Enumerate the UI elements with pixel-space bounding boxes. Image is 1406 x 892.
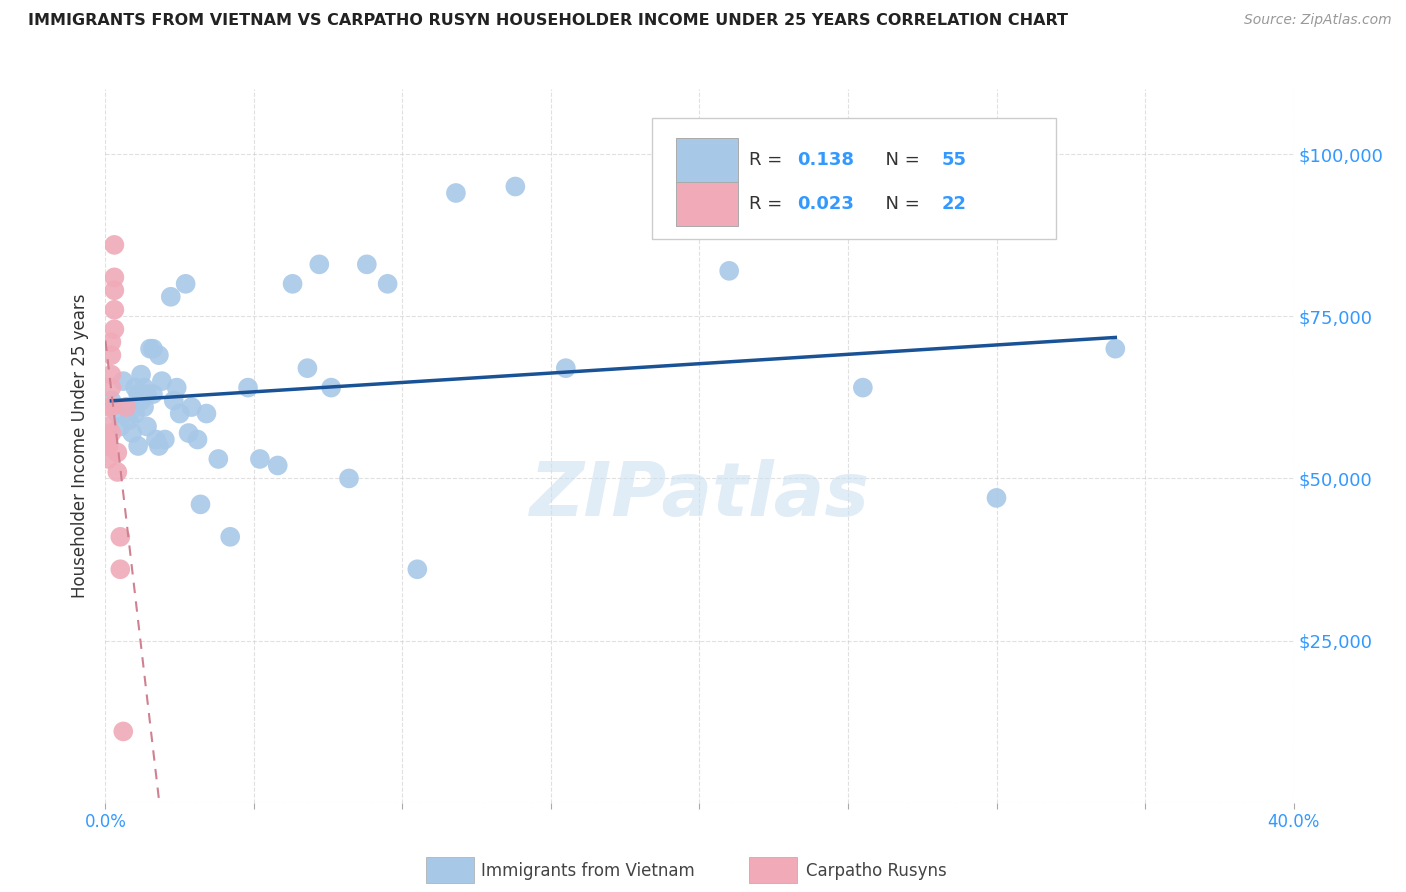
Text: 0.023: 0.023 bbox=[797, 195, 853, 213]
Point bbox=[100, 335, 122, 350]
Point bbox=[297, 361, 319, 376]
Point bbox=[100, 400, 122, 414]
Point bbox=[148, 439, 170, 453]
Point bbox=[103, 302, 125, 317]
Point bbox=[174, 277, 197, 291]
Point bbox=[852, 381, 875, 395]
Point bbox=[110, 530, 132, 544]
Point bbox=[139, 342, 162, 356]
Point bbox=[105, 465, 128, 479]
Text: Carpatho Rusyns: Carpatho Rusyns bbox=[806, 862, 946, 880]
Text: 0.138: 0.138 bbox=[797, 151, 853, 169]
Point bbox=[142, 342, 165, 356]
Point bbox=[124, 407, 146, 421]
Point bbox=[159, 290, 181, 304]
Point bbox=[103, 270, 125, 285]
Text: 22: 22 bbox=[942, 195, 967, 213]
Point bbox=[127, 439, 149, 453]
Point bbox=[97, 433, 120, 447]
Text: Immigrants from Vietnam: Immigrants from Vietnam bbox=[481, 862, 695, 880]
Point bbox=[110, 562, 132, 576]
Point bbox=[148, 348, 170, 362]
Text: R =: R = bbox=[749, 151, 789, 169]
Text: Source: ZipAtlas.com: Source: ZipAtlas.com bbox=[1244, 13, 1392, 28]
Point bbox=[118, 413, 141, 427]
Point bbox=[132, 400, 155, 414]
FancyBboxPatch shape bbox=[676, 182, 738, 227]
Point bbox=[153, 433, 176, 447]
Point bbox=[337, 471, 360, 485]
Point bbox=[406, 562, 429, 576]
Point bbox=[308, 257, 330, 271]
Point bbox=[103, 283, 125, 297]
Y-axis label: Householder Income Under 25 years: Householder Income Under 25 years bbox=[72, 293, 90, 599]
Point bbox=[195, 407, 218, 421]
Point bbox=[97, 419, 120, 434]
Point bbox=[97, 439, 120, 453]
Point bbox=[127, 387, 149, 401]
Text: R =: R = bbox=[749, 195, 789, 213]
Point bbox=[112, 724, 135, 739]
Point bbox=[505, 179, 527, 194]
Point bbox=[150, 374, 173, 388]
FancyBboxPatch shape bbox=[652, 118, 1056, 239]
Point bbox=[100, 381, 122, 395]
Point bbox=[554, 361, 576, 376]
Point bbox=[121, 425, 143, 440]
Point bbox=[103, 238, 125, 252]
Point bbox=[166, 381, 188, 395]
FancyBboxPatch shape bbox=[676, 137, 738, 182]
Point bbox=[105, 407, 128, 421]
Point bbox=[97, 400, 120, 414]
Point bbox=[100, 425, 122, 440]
Point bbox=[169, 407, 191, 421]
Point bbox=[110, 419, 132, 434]
Text: IMMIGRANTS FROM VIETNAM VS CARPATHO RUSYN HOUSEHOLDER INCOME UNDER 25 YEARS CORR: IMMIGRANTS FROM VIETNAM VS CARPATHO RUSY… bbox=[28, 13, 1069, 29]
Text: 55: 55 bbox=[942, 151, 967, 169]
Point bbox=[132, 381, 155, 395]
Point bbox=[249, 452, 271, 467]
Point bbox=[180, 400, 202, 414]
Text: ZIPatlas: ZIPatlas bbox=[530, 459, 869, 533]
Point bbox=[1104, 342, 1126, 356]
Point bbox=[124, 381, 146, 395]
Point bbox=[267, 458, 290, 473]
Point bbox=[219, 530, 242, 544]
Point bbox=[356, 257, 378, 271]
Point bbox=[377, 277, 399, 291]
Point bbox=[236, 381, 259, 395]
Point bbox=[97, 452, 120, 467]
Point bbox=[115, 400, 138, 414]
Point bbox=[321, 381, 343, 395]
Point bbox=[112, 374, 135, 388]
Point bbox=[207, 452, 229, 467]
Point bbox=[105, 445, 128, 459]
Point bbox=[115, 400, 138, 414]
Point bbox=[129, 368, 152, 382]
Point bbox=[100, 393, 122, 408]
Point bbox=[986, 491, 1008, 505]
Text: N =: N = bbox=[875, 195, 925, 213]
Point bbox=[177, 425, 200, 440]
Point bbox=[136, 387, 159, 401]
Point bbox=[186, 433, 208, 447]
Point bbox=[103, 322, 125, 336]
Point bbox=[142, 387, 165, 401]
Point bbox=[136, 419, 159, 434]
Point bbox=[129, 393, 152, 408]
Point bbox=[444, 186, 467, 200]
Text: N =: N = bbox=[875, 151, 925, 169]
Point bbox=[100, 348, 122, 362]
Point bbox=[190, 497, 212, 511]
Point bbox=[100, 368, 122, 382]
Point bbox=[145, 433, 167, 447]
Point bbox=[718, 264, 741, 278]
Point bbox=[281, 277, 304, 291]
Point bbox=[163, 393, 186, 408]
